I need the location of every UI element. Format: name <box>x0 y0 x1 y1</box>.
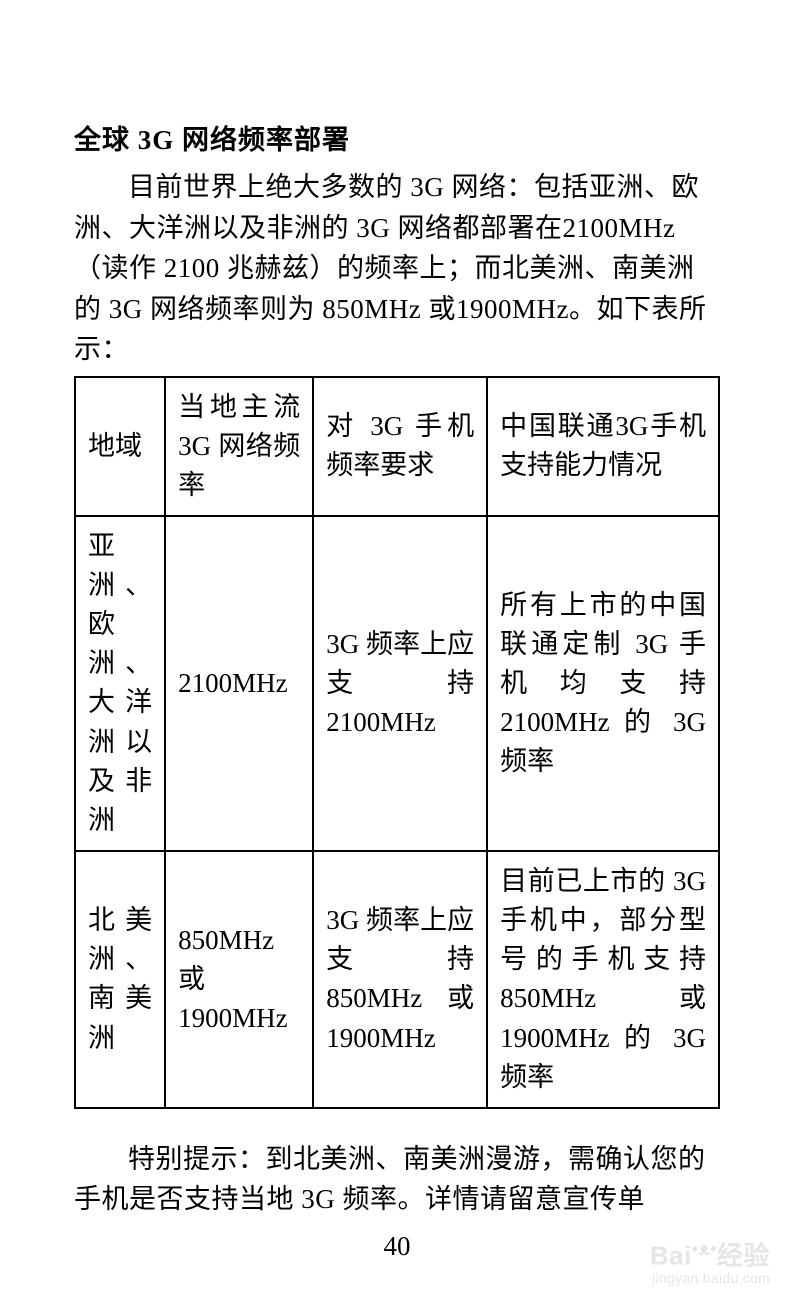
table-header-row: 地域 当地主流 3G 网络频率 对 3G 手机频率要求 中国联通3G手机支持能力… <box>75 377 719 516</box>
table-header-cell: 中国联通3G手机支持能力情况 <box>487 377 719 516</box>
frequency-table: 地域 当地主流 3G 网络频率 对 3G 手机频率要求 中国联通3G手机支持能力… <box>74 376 720 1109</box>
watermark-brand-prefix: Bai <box>650 1241 692 1271</box>
page-title: 全球 3G 网络频率部署 <box>74 118 720 157</box>
table-row: 亚洲、欧洲、大洋洲以及非洲 2100MHz 3G 频率上应支持 2100MHz … <box>75 516 719 851</box>
table-cell: 所有上市的中国联通定制 3G 手机均支持 2100MHz 的 3G 频率 <box>487 516 719 851</box>
paw-icon: •ᴥ• <box>692 1239 717 1259</box>
note-paragraph: 特别提示：到北美洲、南美洲漫游，需确认您的手机是否支持当地 3G 频率。详情请留… <box>74 1139 720 1220</box>
watermark-main: Bai•ᴥ•经验 <box>650 1240 770 1270</box>
table-cell: 北美洲、南美洲 <box>75 851 165 1108</box>
intro-paragraph: 目前世界上绝大多数的 3G 网络：包括亚洲、欧洲、大洋洲以及非洲的 3G 网络都… <box>74 167 720 370</box>
watermark-sub: jingyan.baidu.com <box>650 1271 770 1286</box>
table-cell: 3G 频率上应支持 2100MHz <box>313 516 487 851</box>
table-header-cell: 当地主流 3G 网络频率 <box>165 377 313 516</box>
table-cell: 亚洲、欧洲、大洋洲以及非洲 <box>75 516 165 851</box>
table-row: 北美洲、南美洲 850MHz 或 1900MHz 3G 频率上应支持 850MH… <box>75 851 719 1108</box>
watermark-brand-suffix: 经验 <box>717 1241 770 1271</box>
table-header-cell: 地域 <box>75 377 165 516</box>
table-cell: 目前已上市的 3G 手机中，部分型号的手机支持 850MHz 或 1900MHz… <box>487 851 719 1108</box>
watermark: Bai•ᴥ•经验 jingyan.baidu.com <box>650 1240 770 1286</box>
table-cell: 2100MHz <box>165 516 313 851</box>
table-cell: 850MHz 或 1900MHz <box>165 851 313 1108</box>
table-header-cell: 对 3G 手机频率要求 <box>313 377 487 516</box>
table-cell: 3G 频率上应支持 850MHz 或 1900MHz <box>313 851 487 1108</box>
